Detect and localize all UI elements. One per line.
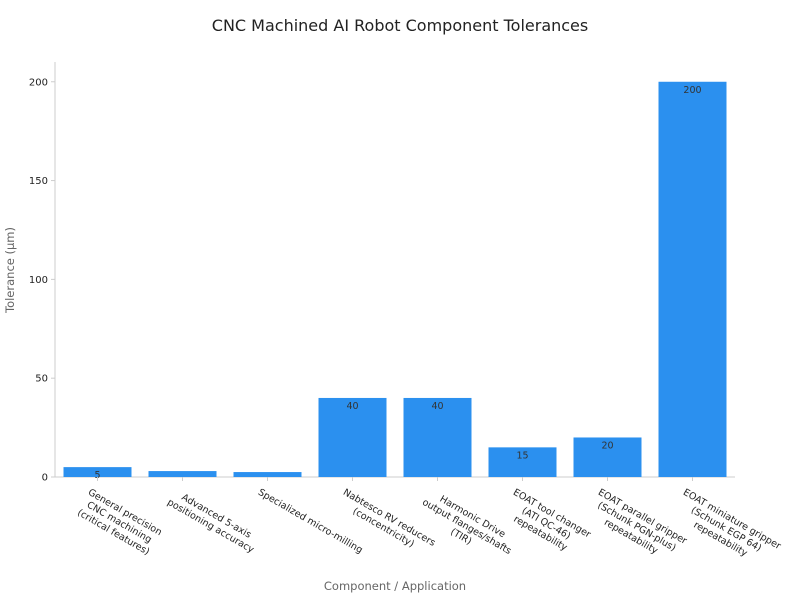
- data-labels: 5 40 40 15 20 200: [94, 85, 701, 481]
- y-axis-label: Tolerance (μm): [3, 227, 17, 314]
- x-tick-label: EOAT tool changer(ATI QC-46)repeatabilit…: [511, 487, 593, 554]
- bar-data-label: 15: [516, 450, 528, 461]
- bar-data-label: 40: [346, 401, 358, 412]
- y-tick-label: 200: [29, 77, 48, 88]
- x-tick-label: EOAT miniature gripper(Schunk EGP 64)rep…: [681, 487, 783, 559]
- bar: [233, 472, 302, 477]
- bar: [403, 397, 472, 477]
- bar: [488, 447, 557, 477]
- bar-data-label: 20: [601, 440, 613, 451]
- y-tick-label: 0: [42, 473, 48, 484]
- y-tick-label: 50: [35, 374, 48, 385]
- bar: [63, 467, 132, 477]
- bar-data-label: 200: [683, 85, 701, 96]
- bar: [658, 81, 727, 477]
- bar-data-label: 40: [431, 401, 443, 412]
- y-tick-label: 100: [29, 275, 48, 286]
- chart-title: CNC Machined AI Robot Component Toleranc…: [212, 16, 588, 35]
- bar: [318, 397, 387, 477]
- bars: [63, 81, 727, 477]
- bar: [573, 437, 642, 477]
- bar: [148, 471, 217, 477]
- y-tick-label: 150: [29, 176, 48, 187]
- x-tick-label: EOAT parallel gripper(Schunk PGN-plus)re…: [596, 487, 689, 557]
- x-axis-label: Component / Application: [324, 579, 466, 593]
- bar-data-label: 5: [94, 470, 100, 481]
- y-axis-ticks: 0 50 100 150 200: [29, 77, 55, 484]
